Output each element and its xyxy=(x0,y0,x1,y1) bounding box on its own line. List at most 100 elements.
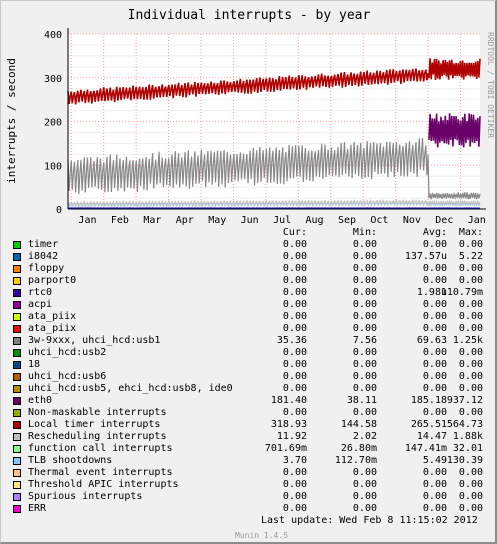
legend-max: 110.79m xyxy=(440,287,483,298)
legend-swatch xyxy=(13,493,21,501)
legend-row: uhci_hcd:usb2 0.00 0.00 0.00 0.00 xyxy=(1,347,497,359)
legend-max: 0.00 xyxy=(458,323,483,334)
legend-avg: 0.00 xyxy=(422,299,447,310)
legend-avg: 0.00 xyxy=(422,311,447,322)
legend-swatch xyxy=(13,481,21,489)
legend-max: 5.22 xyxy=(458,251,483,262)
legend-row: TLB shootdowns 3.70 112.70m 5.49 130.39 xyxy=(1,455,497,467)
legend-row: ERR 0.00 0.00 0.00 0.00 xyxy=(1,503,497,515)
legend-swatch xyxy=(13,433,21,441)
legend-max: 1.25k xyxy=(452,335,483,346)
legend-row: ata_piix 0.00 0.00 0.00 0.00 xyxy=(1,323,497,335)
legend-cur: 0.00 xyxy=(282,407,307,418)
legend-name: Local timer interrupts xyxy=(28,419,161,430)
header-cur: Cur: xyxy=(282,227,307,238)
legend-cur: 11.92 xyxy=(276,431,307,442)
legend-name: parport0 xyxy=(28,275,77,286)
legend-swatch xyxy=(13,277,21,285)
series-line-2 xyxy=(428,113,481,148)
legend-row: parport0 0.00 0.00 0.00 0.00 xyxy=(1,275,497,287)
legend-swatch xyxy=(13,265,21,273)
legend-name: Spurious interrupts xyxy=(28,491,143,502)
legend-name: timer xyxy=(28,239,59,250)
legend-min: 7.56 xyxy=(352,335,377,346)
legend-name: Rescheduling interrupts xyxy=(28,431,167,442)
legend-min: 26.80m xyxy=(340,443,377,454)
legend-name: TLB shootdowns xyxy=(28,455,113,466)
legend-min: 0.00 xyxy=(352,347,377,358)
legend-avg: 0.00 xyxy=(422,359,447,370)
rrdtool-watermark: RRDTOOL / TOBI OETIKER xyxy=(486,32,495,138)
legend-max: 0.00 xyxy=(458,347,483,358)
legend-swatch xyxy=(13,385,21,393)
legend-max: 0.00 xyxy=(458,383,483,394)
legend-max: 0.00 xyxy=(458,359,483,370)
x-tick-label: Mar xyxy=(143,215,161,226)
legend-min: 0.00 xyxy=(352,287,377,298)
legend-cur: 35.36 xyxy=(276,335,307,346)
legend-swatch xyxy=(13,409,21,417)
legend-row: Threshold APIC interrupts 0.00 0.00 0.00 0.0… xyxy=(1,479,497,491)
axes: 0 100 200 300 400 Jan Feb Mar Apr May Jun Jul Aug Sep… xyxy=(44,28,486,226)
series-line-4 xyxy=(67,198,481,208)
legend-max: 0.00 xyxy=(458,503,483,514)
legend-max: 0.00 xyxy=(458,263,483,274)
series-line-1 xyxy=(67,137,481,200)
legend-avg: 5.49 xyxy=(422,455,447,466)
legend-swatch xyxy=(13,337,21,345)
legend-row: 3w-9xxx, uhci_hcd:usb1 35.36 7.56 69.63 1.25… xyxy=(1,335,497,347)
legend-row: acpi 0.00 0.00 0.00 0.00 xyxy=(1,299,497,311)
x-tick-label: Jul xyxy=(273,215,291,226)
legend-min: 0.00 xyxy=(352,251,377,262)
legend-cur: 0.00 xyxy=(282,383,307,394)
legend-name: Threshold APIC interrupts xyxy=(28,479,179,490)
legend-avg: 0.00 xyxy=(422,275,447,286)
legend-row: i8042 0.00 0.00 137.57u 5.22 xyxy=(1,251,497,263)
legend-row: uhci_hcd:usb5, ehci_hcd:usb8, ide0 0.00 0.… xyxy=(1,383,497,395)
legend-swatch xyxy=(13,313,21,321)
legend-row: eth0 181.40 38.11 185.18 937.12 xyxy=(1,395,497,407)
legend-max: 0.00 xyxy=(458,467,483,478)
legend-name: function call interrupts xyxy=(28,443,173,454)
legend-swatch xyxy=(13,469,21,477)
legend-name: i8042 xyxy=(28,251,59,262)
legend-swatch xyxy=(13,349,21,357)
legend-cur: 0.00 xyxy=(282,311,307,322)
legend-avg: 0.00 xyxy=(422,479,447,490)
legend-swatch xyxy=(13,373,21,381)
legend-swatch xyxy=(13,361,21,369)
x-tick-label: Dec xyxy=(435,215,453,226)
legend-avg: 0.00 xyxy=(422,371,447,382)
legend-cur: 0.00 xyxy=(282,503,307,514)
legend-name: rtc0 xyxy=(28,287,53,298)
legend-name: uhci_hcd:usb6 xyxy=(28,371,107,382)
legend-avg: 147.41m xyxy=(404,443,447,454)
legend-avg: 1.98u xyxy=(416,287,447,298)
legend-row: timer 0.00 0.00 0.00 0.00 xyxy=(1,239,497,251)
legend-max: 130.39 xyxy=(446,455,483,466)
legend-row: function call interrupts 701.69m 26.80m 147… xyxy=(1,443,497,455)
legend-min: 2.02 xyxy=(352,431,377,442)
legend-max: 1.88k xyxy=(452,431,483,442)
legend-avg: 0.00 xyxy=(422,491,447,502)
legend-row: 18 0.00 0.00 0.00 0.00 xyxy=(1,359,497,371)
legend-name: floppy xyxy=(28,263,65,274)
legend-max: 0.00 xyxy=(458,299,483,310)
y-tick-label: 0 xyxy=(56,205,62,216)
legend-min: 0.00 xyxy=(352,383,377,394)
legend-row: Non-maskable interrupts 0.00 0.00 0.00 0.00 xyxy=(1,407,497,419)
legend-row: Thermal event interrupts 0.00 0.00 0.00 0.00 xyxy=(1,467,497,479)
header-max: Max: xyxy=(458,227,483,238)
legend-swatch xyxy=(13,289,21,297)
legend-max: 0.00 xyxy=(458,371,483,382)
legend-swatch xyxy=(13,241,21,249)
legend-max: 0.00 xyxy=(458,407,483,418)
legend-avg: 0.00 xyxy=(422,347,447,358)
x-tick-label: Jan xyxy=(78,215,96,226)
legend-avg: 0.00 xyxy=(422,407,447,418)
legend-swatch xyxy=(13,505,21,513)
legend-cur: 0.00 xyxy=(282,275,307,286)
legend-min: 0.00 xyxy=(352,359,377,370)
y-tick-label: 200 xyxy=(44,118,62,129)
